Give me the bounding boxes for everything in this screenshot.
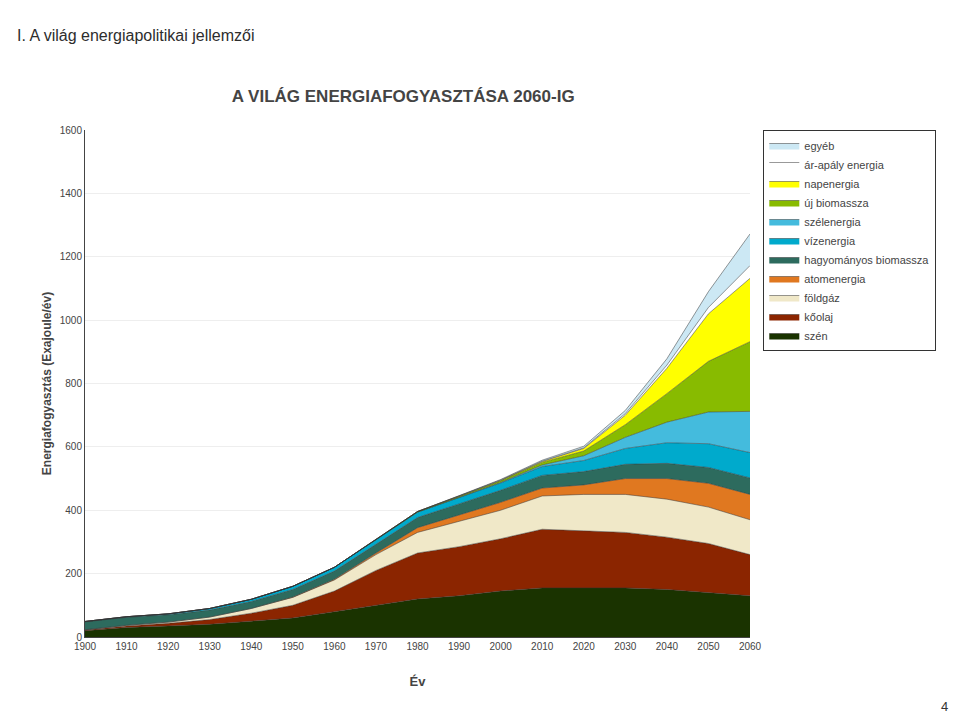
svg-text:1600: 1600	[60, 125, 83, 136]
svg-text:1930: 1930	[199, 641, 222, 652]
svg-text:napenergia: napenergia	[804, 178, 860, 190]
svg-text:kőolaj: kőolaj	[804, 311, 833, 323]
svg-text:1990: 1990	[448, 641, 471, 652]
svg-text:1960: 1960	[323, 641, 346, 652]
svg-text:ár-apály energia: ár-apály energia	[804, 159, 884, 171]
svg-text:szén: szén	[804, 330, 827, 342]
svg-text:atomenergia: atomenergia	[804, 273, 866, 285]
svg-text:I. A világ energiapolitikai je: I. A világ energiapolitikai jellemzői	[17, 27, 254, 44]
svg-text:Energiafogyasztás (Exajoule/év: Energiafogyasztás (Exajoule/év)	[40, 292, 54, 475]
svg-text:0: 0	[76, 632, 82, 643]
svg-text:új biomassza: új biomassza	[804, 197, 869, 209]
svg-text:2050: 2050	[697, 641, 720, 652]
svg-text:egyéb: egyéb	[804, 140, 834, 152]
svg-text:1920: 1920	[157, 641, 180, 652]
svg-text:600: 600	[65, 441, 82, 452]
svg-text:hagyományos biomassza: hagyományos biomassza	[804, 254, 929, 266]
svg-text:800: 800	[65, 378, 82, 389]
svg-text:2000: 2000	[490, 641, 513, 652]
svg-text:2060: 2060	[739, 641, 762, 652]
svg-text:földgáz: földgáz	[804, 292, 839, 304]
svg-text:2040: 2040	[656, 641, 679, 652]
svg-text:2010: 2010	[531, 641, 554, 652]
svg-text:1000: 1000	[60, 315, 83, 326]
svg-text:2020: 2020	[573, 641, 596, 652]
svg-text:1950: 1950	[282, 641, 305, 652]
svg-text:2030: 2030	[614, 641, 637, 652]
svg-text:vízenergia: vízenergia	[804, 235, 856, 247]
svg-text:1940: 1940	[240, 641, 263, 652]
svg-text:4: 4	[941, 699, 948, 714]
svg-text:1400: 1400	[60, 188, 83, 199]
svg-text:1970: 1970	[365, 641, 388, 652]
svg-text:szélenergia: szélenergia	[804, 216, 861, 228]
svg-text:1980: 1980	[406, 641, 429, 652]
svg-text:1900: 1900	[74, 641, 97, 652]
svg-text:1200: 1200	[60, 251, 83, 262]
svg-text:A VILÁG ENERGIAFOGYASZTÁSA 206: A VILÁG ENERGIAFOGYASZTÁSA 2060-IG	[232, 87, 575, 106]
svg-text:Év: Év	[410, 674, 427, 689]
svg-text:400: 400	[65, 505, 82, 516]
svg-text:1910: 1910	[115, 641, 138, 652]
svg-text:200: 200	[65, 568, 82, 579]
